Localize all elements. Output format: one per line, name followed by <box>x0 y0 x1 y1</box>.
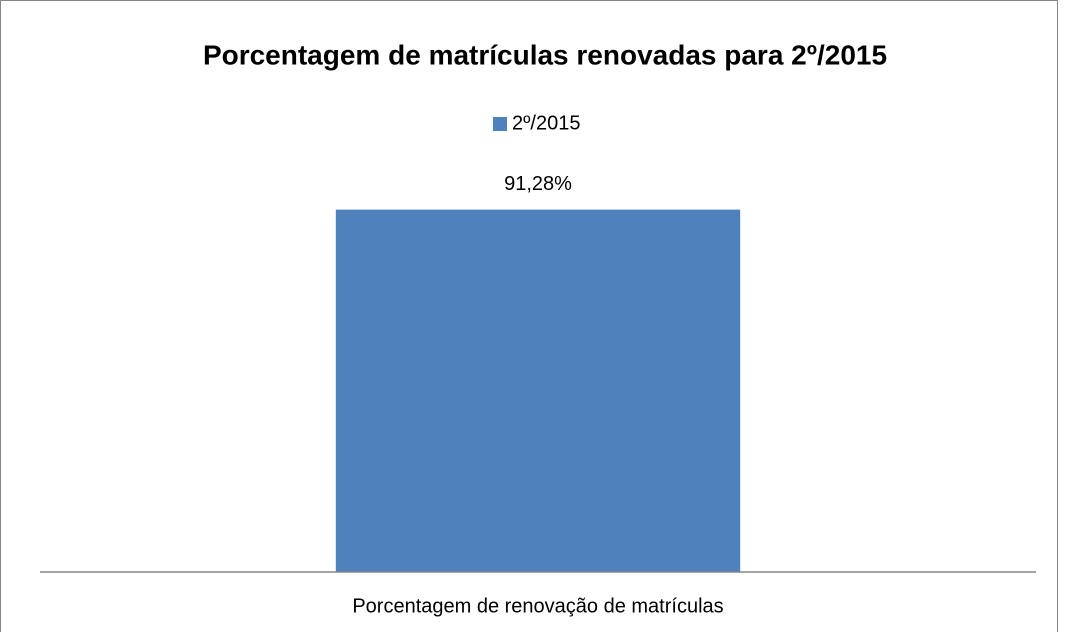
data-label: 91,28% <box>504 173 572 195</box>
legend-swatch <box>493 117 507 131</box>
bar <box>335 209 741 572</box>
legend-label: 2º/2015 <box>512 112 580 134</box>
x-tick-label: Porcentagem de renovação de matrículas <box>352 595 723 617</box>
chart-title: Porcentagem de matrículas renovadas para… <box>203 39 887 70</box>
